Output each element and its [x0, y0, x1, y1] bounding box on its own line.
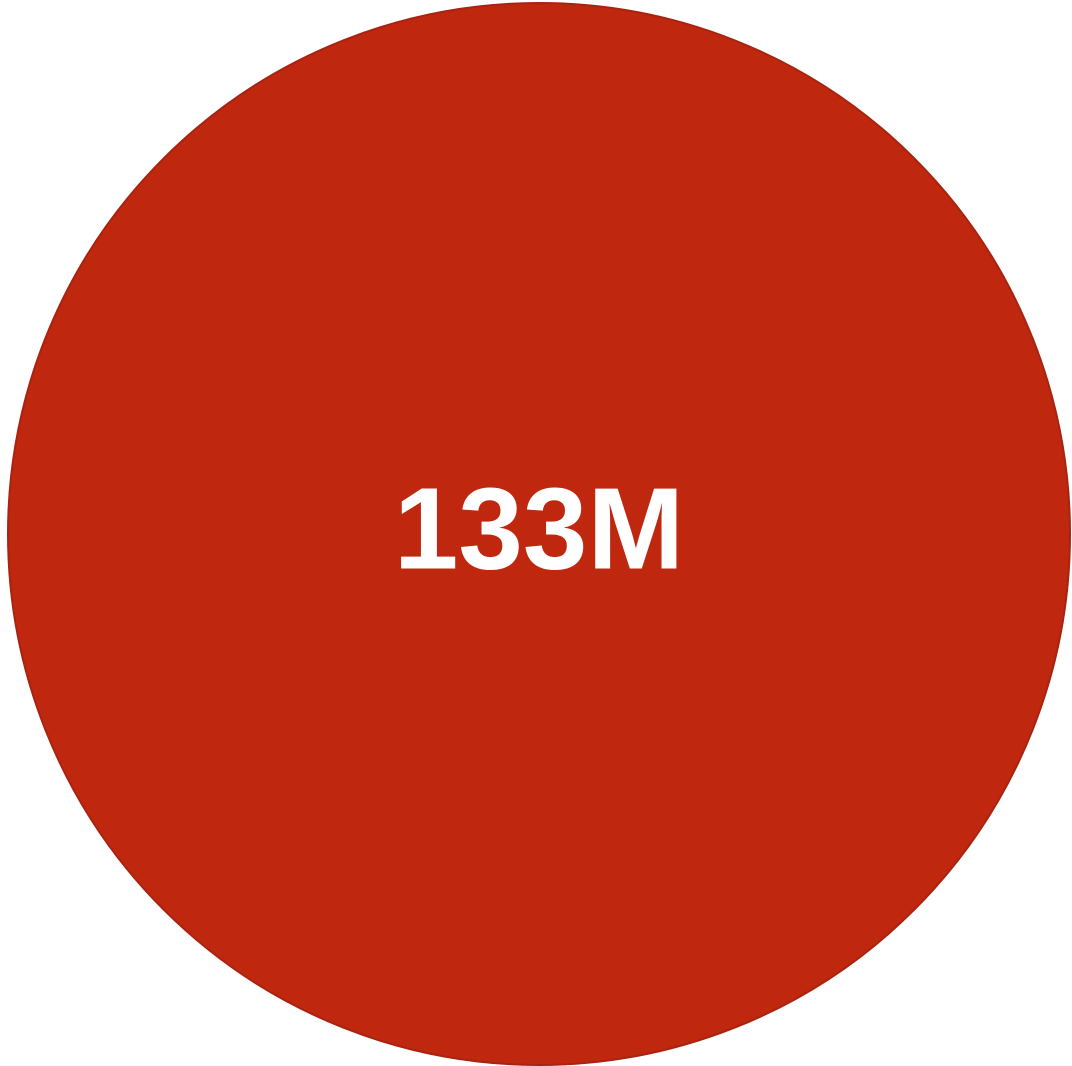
bubble-0	[7, 2, 1071, 1066]
bubble-0-value-label: 133M	[394, 464, 684, 594]
